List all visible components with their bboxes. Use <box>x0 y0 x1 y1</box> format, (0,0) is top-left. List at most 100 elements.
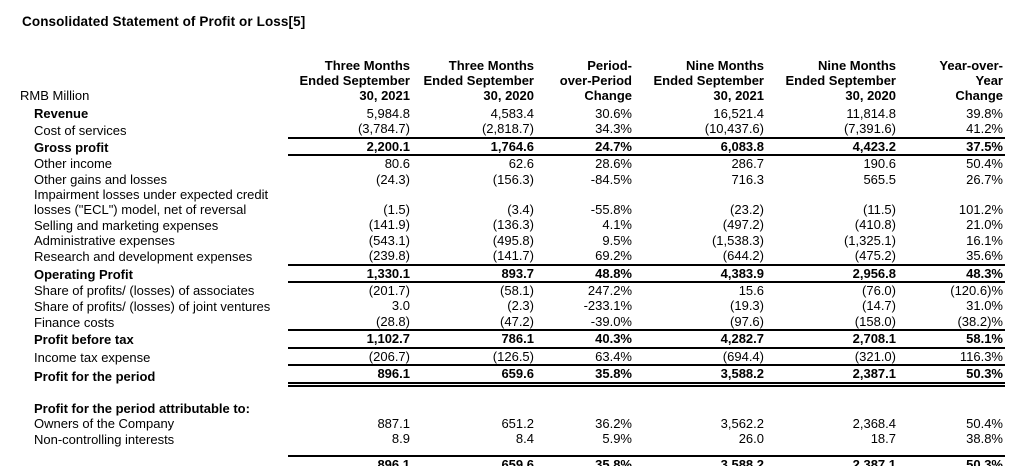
cell-value: 1,764.6 <box>412 136 536 157</box>
cell-value: -55.8% <box>590 202 632 218</box>
profit-loss-table: RMB Million Three Months Ended September… <box>20 58 1005 466</box>
cell-value: (136.3) <box>492 217 534 233</box>
row-label: Other income <box>34 156 113 172</box>
cell-value: 2,387.1 <box>766 364 898 387</box>
row-label: Selling and marketing expenses <box>34 217 219 233</box>
spacer-row <box>20 447 1005 456</box>
cell-value: (3.4) <box>507 202 534 218</box>
col-header-yoy-change: Year-over- Year Change <box>939 58 1003 103</box>
cell-value: 8.9 <box>391 431 410 447</box>
cell-value: (206.7) <box>368 348 410 364</box>
cell-value: 659.6 <box>412 454 536 466</box>
cell-value: 36.2% <box>595 415 632 431</box>
cell-value: 116.3% <box>959 348 1003 364</box>
cell-value: 1,330.1 <box>288 263 412 284</box>
cell-value: 50.3% <box>898 364 1005 387</box>
col-header-3m-2021: Three Months Ended September 30, 2021 <box>299 58 410 103</box>
cell-value: 5.9% <box>602 431 632 447</box>
col-header-3m-2020: Three Months Ended September 30, 2020 <box>423 58 534 103</box>
cell-value: (3,784.7) <box>357 121 410 137</box>
cell-value: (47.2) <box>500 313 534 329</box>
table-row-impairment-losses: Impairment losses under expected credit … <box>20 187 1005 217</box>
cell-value: 35.8% <box>536 454 634 466</box>
cell-value: 35.6% <box>966 248 1003 264</box>
row-label: Impairment losses under expected credit … <box>34 187 269 218</box>
cell-value: (321.0) <box>854 348 896 364</box>
cell-value: 48.8% <box>536 263 634 284</box>
row-label: Revenue <box>34 106 89 122</box>
cell-value <box>898 401 1005 416</box>
cell-value: 63.4% <box>595 348 632 364</box>
cell-value <box>766 401 898 416</box>
cell-value: 18.7 <box>870 431 896 447</box>
spacer-row <box>20 384 1005 401</box>
cell-value: 69.2% <box>595 248 632 264</box>
cell-value <box>634 401 766 416</box>
cell-value: (1,325.1) <box>843 232 896 248</box>
cell-value: 31.0% <box>966 298 1003 314</box>
row-label: Other gains and losses <box>34 171 167 187</box>
table-row-total-profit: 896.1 659.6 35.8% 3,588.2 2,387.1 50.3% <box>20 454 1005 466</box>
cell-value: 34.3% <box>595 121 632 137</box>
cell-value: 2,956.8 <box>766 263 898 284</box>
row-label: Profit for the period attributable to: <box>34 400 250 416</box>
cell-value: (7,391.6) <box>843 121 896 137</box>
cell-value: 16.1% <box>966 232 1003 248</box>
cell-value: (126.5) <box>492 348 534 364</box>
row-label: Income tax expense <box>34 349 151 365</box>
cell-value: 50.4% <box>966 156 1003 172</box>
cell-value: 2,387.1 <box>766 454 898 466</box>
cell-value: (495.8) <box>492 232 534 248</box>
cell-value: (141.7) <box>492 248 534 264</box>
cell-value: 247.2% <box>587 283 632 299</box>
cell-value: 9.5% <box>602 232 632 248</box>
cell-value: -233.1% <box>583 298 632 314</box>
cell-value <box>536 401 634 416</box>
cell-value: (694.4) <box>722 348 764 364</box>
unit-label: RMB Million <box>20 88 90 103</box>
cell-value: 21.0% <box>966 217 1003 233</box>
row-label: Cost of services <box>34 122 127 138</box>
cell-value: 659.6 <box>412 364 536 387</box>
cell-value: (158.0) <box>854 313 896 329</box>
cell-value: 48.3% <box>898 263 1005 284</box>
cell-value: -39.0% <box>590 313 632 329</box>
cell-value: 28.6% <box>595 156 632 172</box>
cell-value: (2.3) <box>507 298 534 314</box>
table-row-non-controlling: Non-controlling interests 8.9 8.4 5.9% 2… <box>20 431 1005 446</box>
cell-value: (10,437.6) <box>704 121 764 137</box>
cell-value: 786.1 <box>412 329 536 349</box>
row-label: Profit before tax <box>34 332 134 348</box>
cell-value: 896.1 <box>288 364 412 387</box>
cell-value: 37.5% <box>898 136 1005 157</box>
table-row-selling-marketing: Selling and marketing expenses (141.9) (… <box>20 217 1005 232</box>
cell-value: 887.1 <box>377 415 410 431</box>
row-label: Operating Profit <box>34 266 133 282</box>
cell-value: (76.0) <box>862 283 896 299</box>
cell-value: 6,083.8 <box>634 136 766 157</box>
cell-value: 716.3 <box>731 171 764 187</box>
cell-value: 8.4 <box>515 431 534 447</box>
cell-value: (120.6)% <box>950 283 1003 299</box>
cell-value: 39.8% <box>966 106 1003 121</box>
cell-value: (644.2) <box>722 248 764 264</box>
cell-value: 286.7 <box>731 156 764 172</box>
page-title: Consolidated Statement of Profit or Loss… <box>22 14 306 29</box>
cell-value: (156.3) <box>492 171 534 187</box>
cell-value: 15.6 <box>738 283 764 299</box>
cell-value: (141.9) <box>368 217 410 233</box>
row-label: Owners of the Company <box>34 416 175 432</box>
table-row-research-development: Research and development expenses (239.8… <box>20 248 1005 264</box>
cell-value: (23.2) <box>730 202 764 218</box>
cell-value <box>412 401 536 416</box>
cell-value: 30.6% <box>595 106 632 121</box>
cell-value: 16,521.4 <box>713 106 764 121</box>
cell-value: (1.5) <box>383 202 410 218</box>
table-row-owners-of-company: Owners of the Company 887.1 651.2 36.2% … <box>20 416 1005 431</box>
table-row-attributable-header: Profit for the period attributable to: <box>20 401 1005 416</box>
cell-value: 5,984.8 <box>366 106 410 121</box>
row-label: Administrative expenses <box>34 233 175 249</box>
cell-value: 3,588.2 <box>634 364 766 387</box>
table-row-gross-profit: Gross profit 2,200.1 1,764.6 24.7% 6,083… <box>20 136 1005 157</box>
cell-value: 62.6 <box>508 156 534 172</box>
